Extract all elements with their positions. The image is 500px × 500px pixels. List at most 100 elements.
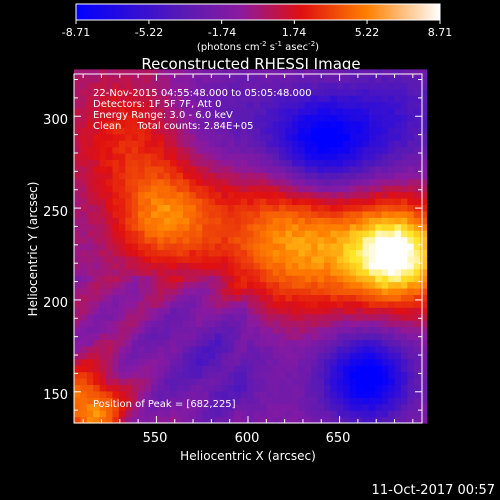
heatmap-cell [356,313,364,321]
heatmap-cell [381,403,389,411]
heatmap-cell [176,88,184,96]
heatmap-cell [266,371,274,379]
heatmap-cell [375,410,383,418]
heatmap-cell [413,281,421,289]
heatmap-cell [125,210,133,218]
heatmap-cell [304,397,312,405]
heatmap-cell [298,410,306,418]
heatmap-cell [247,352,255,360]
heatmap-cell [202,371,210,379]
heatmap-cell [215,236,223,244]
heatmap-cell [215,88,223,96]
heatmap-cell [93,204,101,212]
heatmap-cell [413,107,421,116]
heatmap-cell [330,242,338,251]
heatmap-cell [202,307,210,315]
heatmap-cell [420,210,428,218]
heatmap-cell [311,416,319,424]
heatmap-cell [336,345,344,353]
heatmap-cell [208,371,216,379]
heatmap-cell [253,114,261,122]
heatmap-cell [420,127,428,135]
heatmap-cell [381,352,389,360]
heatmap-cell [131,95,139,103]
heatmap-cell [240,165,248,173]
heatmap-cell [106,178,114,186]
heatmap-cell [407,294,415,302]
heatmap-cell [247,339,255,347]
heatmap-cell [304,249,312,257]
heatmap-cell [349,307,357,315]
heatmap-cell [388,384,396,392]
heatmap-cell [259,275,267,283]
heatmap-cell [324,365,332,373]
heatmap-cell [131,185,139,193]
heatmap-cell [298,146,306,154]
heatmap-cell [221,152,229,161]
heatmap-cell [118,397,126,405]
heatmap-cell [221,397,229,405]
heatmap-cell [189,255,197,263]
heatmap-cell [368,75,376,83]
heatmap-cell [195,82,203,90]
x-tick-label: 550 [143,431,168,446]
heatmap-cell [202,378,210,386]
heatmap-cell [388,185,396,193]
heatmap-cell [311,204,319,212]
heatmap-cell [99,217,107,225]
heatmap-cell [234,242,242,251]
heatmap-cell [195,294,203,302]
heatmap-cell [407,95,415,103]
heatmap-cell [221,403,229,411]
heatmap-cell [317,197,325,206]
heatmap-cell [324,378,332,386]
heatmap-cell [182,352,190,360]
heatmap-cell [253,255,261,263]
heatmap-cell [195,95,203,103]
heatmap-cell [291,197,299,206]
heatmap-cell [195,172,203,180]
heatmap-cell [407,410,415,418]
heatmap-cell [375,294,383,302]
heatmap-cell [336,262,344,270]
heatmap-cell [163,133,171,141]
heatmap-cell [253,140,261,148]
colorbar-unit: (photons cm-2 s-1 asec-2) [197,40,319,53]
heatmap-cell [253,95,261,103]
heatmap-cell [298,120,306,128]
heatmap-cell [285,416,293,424]
heatmap-cell [394,107,402,116]
heatmap-cell [272,320,280,328]
heatmap-cell [189,384,197,392]
heatmap-cell [413,140,421,148]
heatmap-cell [375,185,383,193]
heatmap-cell [266,358,274,366]
heatmap-cell [74,384,82,392]
heatmap-cell [118,88,126,96]
heatmap-cell [112,352,120,360]
heatmap-cell [157,88,165,96]
heatmap-cell [106,249,114,257]
heatmap-cell [189,172,197,180]
heatmap-cell [368,249,376,257]
heatmap-cell [291,307,299,315]
heatmap-cell [311,114,319,122]
heatmap-cell [112,307,120,315]
heatmap-cell [182,313,190,321]
heatmap-cell [182,210,190,218]
heatmap-cell [407,281,415,289]
heatmap-cell [413,82,421,90]
heatmap-cell [420,114,428,122]
heatmap-cell [279,320,287,328]
heatmap-cell [157,339,165,347]
heatmap-cell [80,255,88,263]
heatmap-cell [74,191,82,199]
heatmap-cell [131,172,139,180]
heatmap-cell [311,75,319,83]
heatmap-cell [80,365,88,373]
heatmap-cell [157,403,165,411]
heatmap-cell [253,268,261,276]
heatmap-cell [407,384,415,392]
heatmap-cell [349,120,357,128]
heatmap-cell [253,197,261,206]
